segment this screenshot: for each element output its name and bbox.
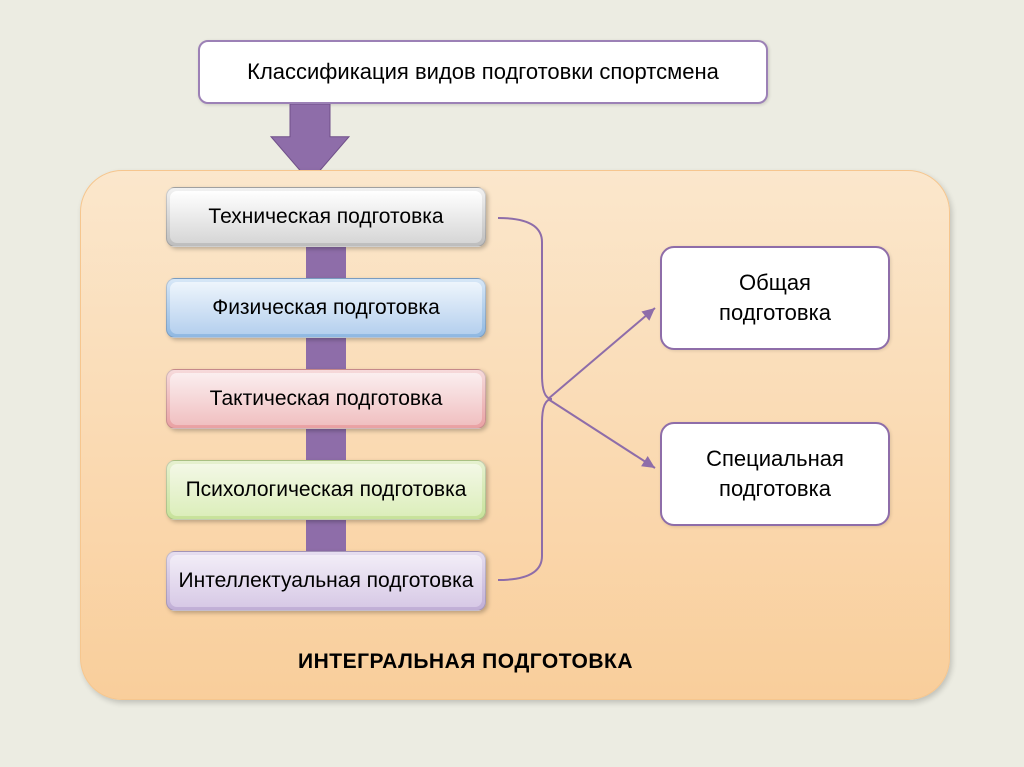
right-box-general-text: Общая подготовка: [719, 268, 831, 327]
right-box-general: Общая подготовка: [660, 246, 890, 350]
right-box-special-text: Специальная подготовка: [706, 444, 844, 503]
right-box-special: Специальная подготовка: [660, 422, 890, 526]
diagram-canvas: Классификация видов подготовки спортсмен…: [0, 0, 1024, 767]
footer-label: ИНТЕГРАЛЬНАЯ ПОДГОТОВКА: [298, 650, 633, 674]
